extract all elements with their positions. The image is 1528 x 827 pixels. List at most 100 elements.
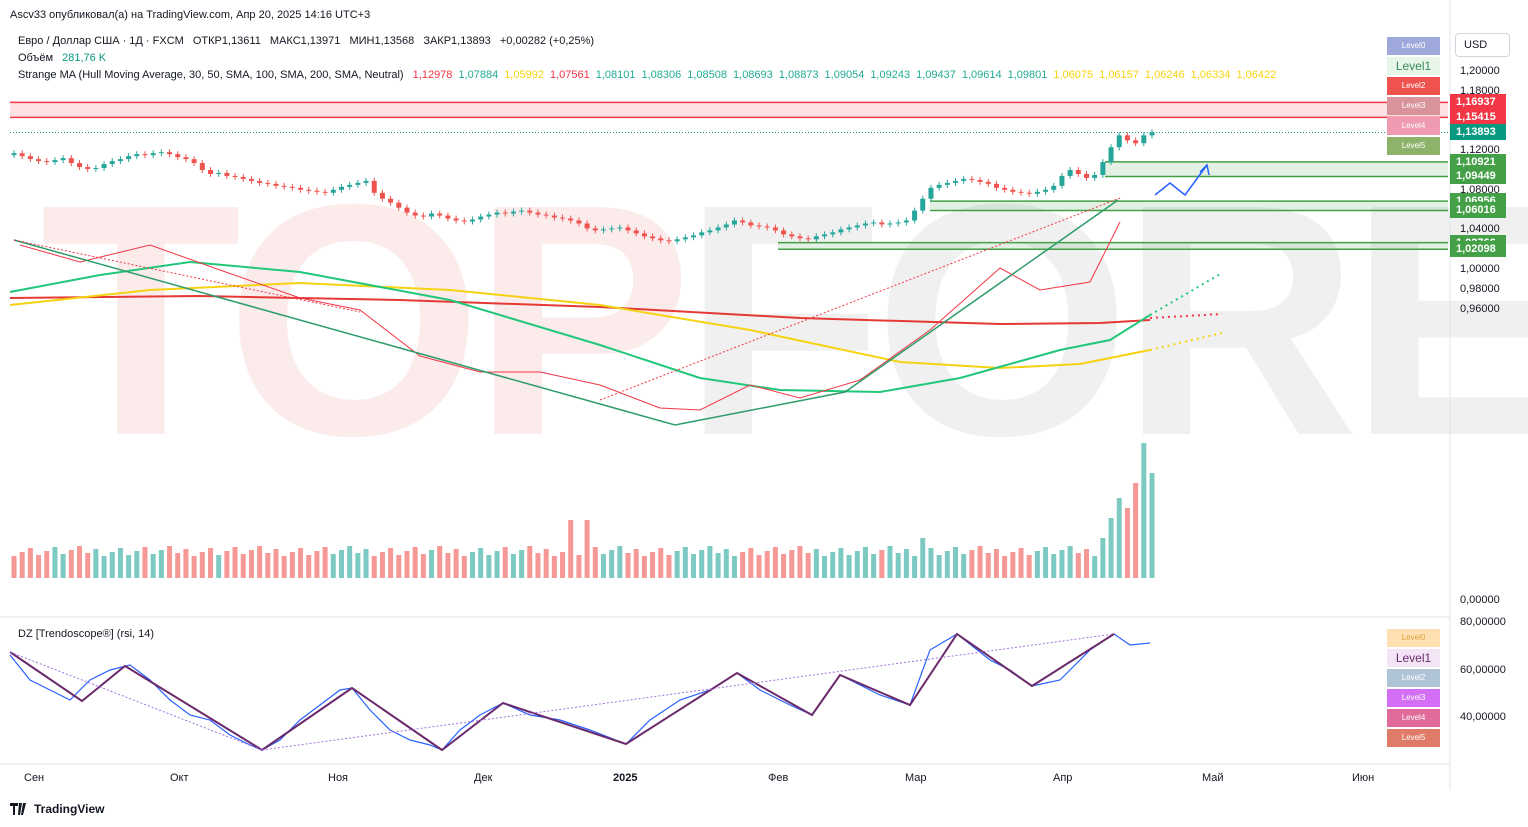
volume-bar [445,553,451,578]
candle-body [437,213,443,216]
candle-body [862,223,868,226]
candle-body [830,232,836,235]
forecast-arrow [1154,164,1208,197]
currency-button[interactable]: USD [1455,33,1510,57]
volume-bar [281,556,287,578]
candle-body [666,240,672,242]
candle-body [772,227,778,231]
time-axis-label: Май [1202,772,1224,784]
candle-body [388,198,394,203]
volume-bar [1051,554,1057,578]
rsi-level-button[interactable]: Level0 [1387,629,1440,647]
sma50-line [9,281,1151,370]
volume-bar [36,555,42,578]
candle-body [453,218,459,221]
candle-body [265,182,271,184]
volume-bar [265,553,271,578]
volume-bars [11,443,1155,578]
price-axis-label: 1,20000 [1460,65,1500,77]
time-axis-label: Дек [474,772,493,784]
support-zone [930,201,1448,211]
volume-bar [420,554,426,578]
ma-value: 1,06422 [1236,69,1277,81]
candle-body [289,186,295,188]
volume-bar [1116,498,1122,578]
volume-bar [887,546,893,578]
level-button[interactable]: Level2 [1387,77,1440,95]
candle-body [240,176,246,179]
volume-bar [715,553,721,578]
volume-bar [1133,483,1139,578]
rsi-level-button[interactable]: Level5 [1387,729,1440,747]
volume-bar [862,547,868,578]
volume-bar [633,549,639,578]
volume-bar [1141,443,1147,578]
symbol-name[interactable]: Евро / Доллар США · 1Д · FXCM [18,35,184,47]
volume-bar [969,550,975,578]
rsi-level-button[interactable]: Level4 [1387,709,1440,727]
volume-label[interactable]: Объём [18,52,54,64]
candle-body [183,157,189,160]
volume-bar [68,550,74,578]
volume-bar [175,553,181,578]
candle-body [691,235,697,238]
candle-body [879,222,885,225]
candle-body [969,178,975,180]
volume-bar [551,556,557,578]
volume-bar [584,520,590,578]
candle-body [355,182,361,185]
level-button[interactable]: Level0 [1387,37,1440,55]
rsi-level-button[interactable]: Level3 [1387,689,1440,707]
level-button[interactable]: Level1 [1387,57,1440,75]
price-tag: 1,06016 [1450,202,1506,219]
volume-bar [388,548,394,578]
candle-body [216,172,222,174]
volume-legend: Объём 281,76 K [18,52,112,64]
level-button[interactable]: Level4 [1387,117,1440,135]
candle-body [396,202,402,208]
rsi-axis-label: 80,00000 [1460,616,1506,628]
level-button[interactable]: Level5 [1387,137,1440,155]
volume-bar [486,555,492,578]
ma-label[interactable]: Strange MA (Hull Moving Average, 30, 50,… [18,69,404,81]
volume-bar [617,546,623,578]
volume-bar [298,548,304,578]
candle-body [641,233,647,237]
publisher-line: Ascv33 опубликовал(а) на TradingView.com… [10,9,371,21]
candle-body [1059,175,1065,186]
sma200-line [9,294,1151,326]
volume-bar [158,550,164,578]
volume-bar [805,553,811,578]
volume-bar [502,547,508,578]
volume-bar [985,553,991,578]
volume-bar [961,554,967,578]
volume-bar [510,554,516,578]
ma-value: 1,08101 [595,69,636,81]
candle-body [584,223,590,229]
rsi-axis-label: 60,00000 [1460,663,1506,676]
volume-bar [126,555,132,578]
volume-bar [600,554,606,578]
candle-body [961,178,967,181]
candle-body [150,153,156,156]
rsi-legend[interactable]: DZ [Trendoscope®] (rsi, 14) [18,628,155,640]
level-button[interactable]: Level3 [1387,97,1440,115]
candle-body [797,236,803,239]
volume-bar [813,549,819,578]
rsi-level-button[interactable]: Level1 [1387,649,1440,667]
candle-body [486,214,492,217]
volume-bar [117,548,123,578]
rsi-level-button[interactable]: Level2 [1387,669,1440,687]
candle-body [535,212,541,215]
candle-body [944,182,950,185]
volume-bar [469,552,475,578]
candle-body [1018,191,1024,193]
volume-bar [903,549,909,578]
volume-bar [519,550,525,578]
volume-bar [379,552,385,578]
price-axis-label: 1,00000 [1460,263,1500,275]
candle-body [158,152,164,154]
time-axis-label: 2025 [613,772,638,784]
candle-body [699,232,705,236]
